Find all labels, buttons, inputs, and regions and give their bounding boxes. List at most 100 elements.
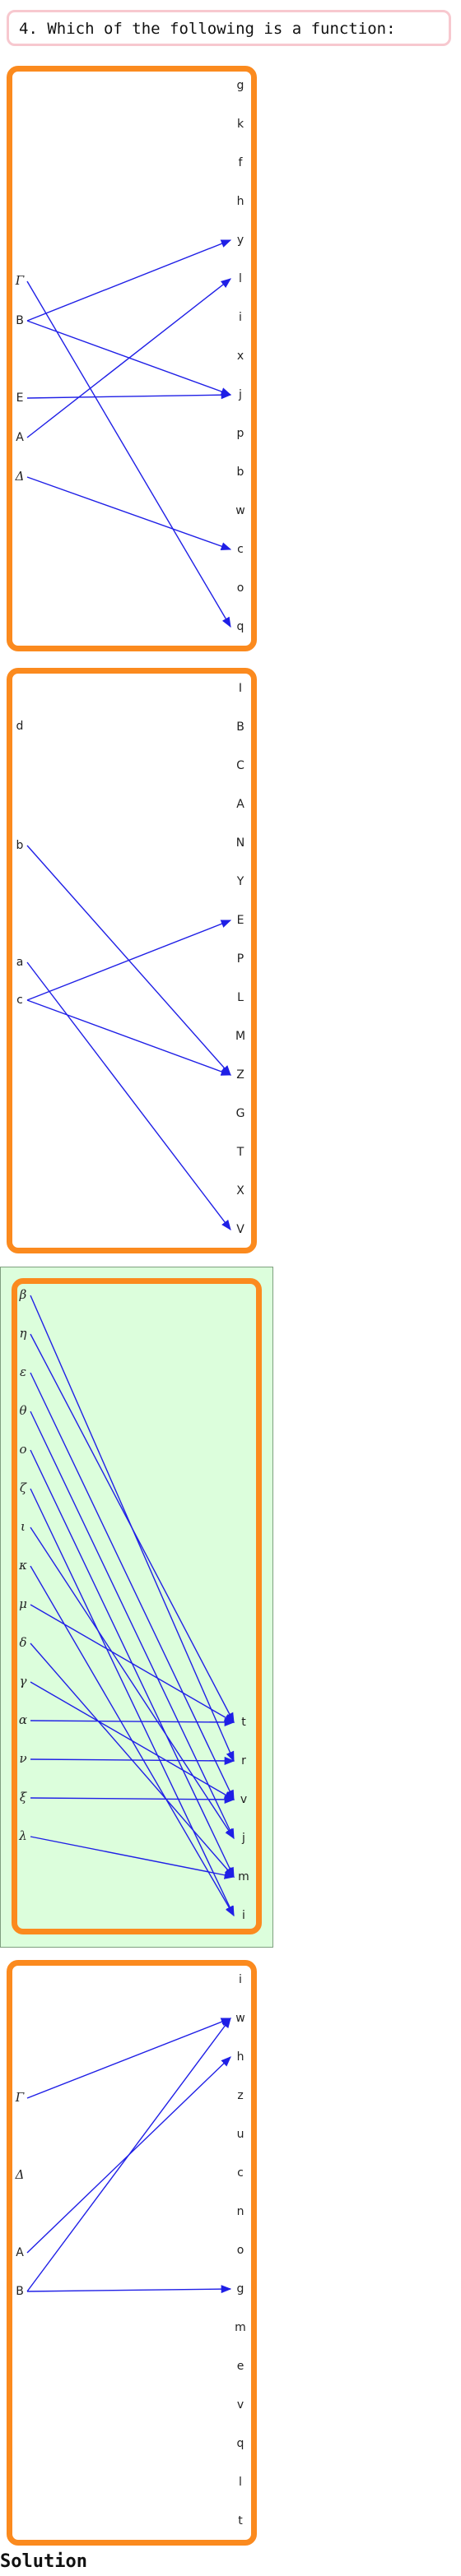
domain-label: κ — [18, 1558, 27, 1573]
codomain-label: h — [237, 195, 244, 208]
codomain-label: v — [240, 1793, 247, 1806]
domain-label: ε — [20, 1364, 26, 1379]
mapping-arrow — [30, 1836, 235, 1879]
mapping-panel-2[interactable] — [7, 668, 257, 1253]
domain-label: b — [16, 839, 24, 852]
codomain-label: r — [241, 1754, 246, 1768]
mapping-arrow — [30, 1411, 235, 1840]
codomain-label: l — [239, 2476, 242, 2489]
domain-label: ν — [19, 1751, 26, 1766]
domain-label: Γ — [15, 273, 25, 288]
codomain-label: i — [239, 311, 242, 324]
domain-label: β — [19, 1287, 27, 1302]
mapping-arrow — [26, 2285, 232, 2294]
domain-label: ι — [21, 1519, 26, 1534]
domain-label: A — [16, 431, 24, 444]
domain-label: α — [19, 1712, 27, 1727]
codomain-label: o — [237, 2244, 244, 2257]
codomain-label: j — [238, 388, 242, 401]
codomain-label: M — [235, 1030, 245, 1043]
codomain-label: x — [237, 350, 244, 363]
domain-label: γ — [20, 1674, 27, 1689]
mapping-arrow — [26, 280, 231, 628]
domain-label: ζ — [20, 1480, 27, 1495]
codomain-label: I — [239, 682, 242, 695]
domain-label: η — [20, 1326, 27, 1341]
codomain-label: w — [235, 504, 244, 517]
domain-label: ξ — [20, 1790, 27, 1805]
codomain-label: g — [237, 79, 244, 92]
codomain-label: N — [236, 836, 244, 850]
codomain-label: z — [237, 2089, 243, 2102]
domain-label: Δ — [15, 2167, 25, 2182]
mapping-panel-3[interactable] — [12, 1278, 262, 1934]
mapping-arrow — [26, 476, 232, 550]
question-box: 4. Which of the following is a function: — [7, 10, 451, 46]
codomain-label: e — [237, 2360, 244, 2373]
codomain-label: y — [237, 234, 244, 247]
codomain-label: u — [237, 2128, 244, 2141]
codomain-label: n — [237, 2205, 244, 2218]
mapping-arrow — [26, 391, 232, 400]
codomain-label: Y — [236, 875, 244, 888]
domain-label: λ — [18, 1828, 27, 1843]
mapping-arrow — [30, 1681, 235, 1800]
codomain-label: b — [237, 466, 244, 479]
codomain-label: Z — [236, 1068, 244, 1082]
mapping-arrow — [26, 2018, 232, 2099]
codomain-label: A — [236, 798, 244, 811]
mapping-arrow — [30, 1372, 235, 1801]
codomain-label: o — [237, 581, 244, 595]
domain-label: Γ — [15, 2090, 25, 2105]
domain-label: a — [16, 956, 24, 969]
domain-label: Δ — [15, 469, 25, 484]
mapping-arrow — [30, 1795, 235, 1804]
domain-label: δ — [19, 1635, 26, 1650]
domain-label: B — [16, 2285, 24, 2298]
codomain-label: m — [235, 2321, 246, 2334]
codomain-label: v — [237, 2398, 244, 2412]
codomain-label: c — [237, 543, 244, 556]
codomain-label: t — [238, 2514, 243, 2527]
domain-label: μ — [19, 1596, 27, 1611]
question-text: 4. Which of the following is a function: — [19, 20, 396, 38]
codomain-label: G — [236, 1107, 245, 1120]
domain-label: B — [16, 314, 24, 327]
domain-label: E — [16, 391, 24, 405]
domain-label: d — [16, 720, 24, 733]
mapping-arrow — [30, 1527, 235, 1840]
codomain-label: E — [237, 914, 244, 927]
solution-heading: Solution — [0, 2551, 87, 2572]
domain-label: ο — [19, 1442, 26, 1457]
codomain-label: L — [237, 991, 244, 1004]
codomain-label: f — [239, 156, 244, 169]
codomain-label: B — [236, 720, 244, 734]
codomain-label: w — [235, 2012, 244, 2025]
mapping-panel-4[interactable] — [7, 1960, 257, 2546]
codomain-label: q — [237, 2437, 244, 2450]
mapping-arrow — [30, 1756, 235, 1765]
mapping-panel-1[interactable] — [7, 66, 257, 651]
codomain-label: g — [237, 2282, 244, 2296]
codomain-label: i — [239, 1973, 242, 1986]
codomain-label: X — [236, 1184, 244, 1198]
mapping-arrow — [30, 1333, 235, 1724]
codomain-label: m — [238, 1870, 249, 1883]
mapping-arrow — [30, 1717, 235, 1726]
mapping-arrow — [26, 2017, 231, 2292]
codomain-label: l — [239, 272, 242, 285]
codomain-label: q — [237, 620, 244, 633]
codomain-label: P — [237, 952, 244, 966]
mapping-arrow — [30, 1604, 235, 1723]
codomain-label: c — [237, 2166, 244, 2180]
mapping-arrow — [26, 999, 232, 1076]
domain-label: θ — [19, 1403, 26, 1418]
mapping-arrow — [26, 239, 232, 322]
codomain-label: j — [241, 1832, 245, 1845]
codomain-label: C — [236, 759, 244, 772]
domain-label: c — [16, 994, 23, 1007]
mapping-arrow — [26, 961, 231, 1231]
mapping-arrow — [30, 1488, 235, 1917]
codomain-label: i — [242, 1909, 245, 1922]
